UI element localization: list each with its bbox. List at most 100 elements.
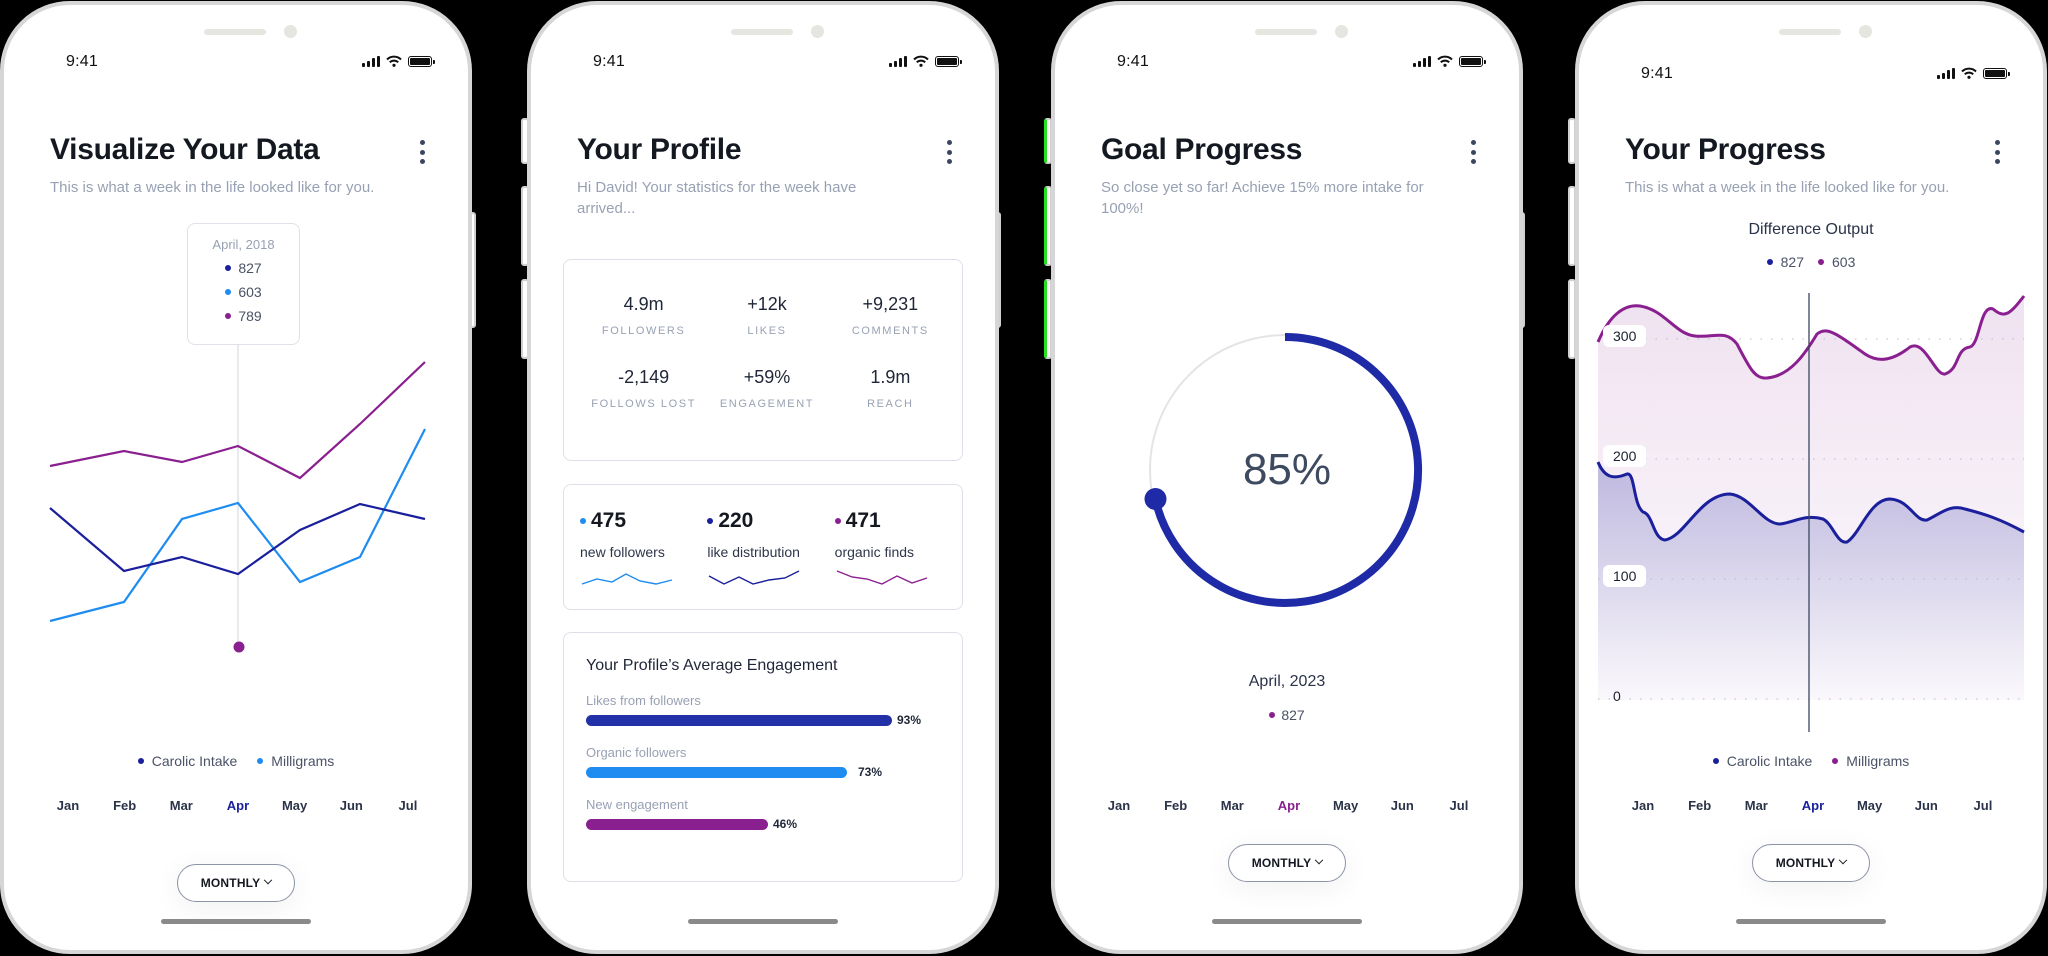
dot-icon (257, 758, 264, 764)
period-dropdown[interactable]: MONTHLY (1752, 844, 1870, 882)
phone-goal-progress: 9:41 Goal Progress So close yet so far! … (1051, 1, 1523, 954)
month-may[interactable]: May (1332, 798, 1359, 813)
progress-value: 827 (1055, 707, 1519, 723)
month-jan[interactable]: Jan (1631, 798, 1655, 813)
mini-stats-card: 475 new followers 220 like distribution … (563, 484, 963, 610)
series-carolic-intake (49, 502, 426, 576)
dot-icon (1712, 758, 1719, 764)
stat-likes: +12k LIKES (747, 294, 787, 337)
engagement-bar-new: New engagement 46% (586, 797, 798, 831)
line-chart (49, 344, 426, 653)
engagement-bar-likes: Likes from followers 93% (586, 693, 922, 727)
speaker (1779, 29, 1841, 35)
month-feb[interactable]: Feb (113, 798, 137, 813)
stat-reach: 1.9m REACH (867, 367, 914, 410)
engagement-bar-organic: Organic followers 73% (586, 745, 883, 779)
y-tick-100: 100 (1603, 565, 1647, 587)
y-tick-200: 200 (1603, 445, 1647, 467)
tooltip-value: 603 (238, 284, 262, 300)
battery-icon (408, 55, 435, 67)
stat-engagement: +59% ENGAGEMENT (719, 367, 815, 410)
month-jul[interactable]: Jul (1449, 798, 1469, 813)
status-time: 9:41 (66, 53, 98, 70)
mini-stat-organic-finds: 471 organic finds (834, 509, 962, 586)
wifi-icon (386, 55, 402, 67)
chart-tooltip: April, 2018 827 603 789 (187, 223, 300, 345)
camera (1335, 25, 1348, 38)
status-time: 9:41 (1117, 53, 1149, 70)
chart-title: Difference Output (1748, 221, 1874, 238)
stat-follows-lost: -2,149 FOLLOWS LOST (591, 367, 697, 410)
engagement-card: Your Profile’s Average Engagement Likes … (563, 632, 963, 882)
dot-icon (1832, 758, 1839, 764)
month-feb[interactable]: Feb (1688, 798, 1712, 813)
month-apr[interactable]: Apr (1277, 798, 1301, 813)
page-subtitle: So close yet so far! Achieve 15% more in… (1101, 179, 1424, 217)
tooltip-value: 789 (238, 308, 262, 324)
home-indicator[interactable] (161, 919, 311, 924)
month-feb[interactable]: Feb (1164, 798, 1188, 813)
mini-stat-new-followers: 475 new followers (580, 509, 707, 586)
battery-icon (935, 55, 962, 67)
wifi-icon (1961, 67, 1977, 79)
page-title: Visualize Your Data (50, 133, 320, 166)
month-axis: Jan Feb Mar Apr May Jun Jul (1623, 798, 2003, 813)
month-jan[interactable]: Jan (1107, 798, 1131, 813)
month-jun[interactable]: Jun (339, 798, 363, 813)
more-options-icon[interactable] (945, 140, 953, 164)
month-may[interactable]: May (1856, 798, 1883, 813)
status-icons (889, 55, 962, 67)
month-mar[interactable]: Mar (1744, 798, 1768, 813)
series-purple (49, 361, 426, 480)
status-time: 9:41 (1641, 65, 1673, 82)
signal-icon (1413, 55, 1431, 67)
progress-date: April, 2023 (1248, 673, 1326, 690)
sparkline (836, 570, 927, 585)
chart-header-values: 827 603 (1579, 254, 2043, 270)
month-apr[interactable]: Apr (226, 798, 250, 813)
month-mar[interactable]: Mar (1220, 798, 1244, 813)
dot-icon (137, 758, 144, 764)
month-mar[interactable]: Mar (169, 798, 193, 813)
engagement-title: Your Profile’s Average Engagement (586, 657, 838, 674)
period-dropdown[interactable]: MONTHLY (177, 864, 295, 902)
month-jul[interactable]: Jul (1973, 798, 1993, 813)
month-axis: Jan Feb Mar Apr May Jun Jul (48, 798, 428, 813)
status-icons (1413, 55, 1486, 67)
dot-icon (225, 313, 232, 319)
chart-legend: Carolic Intake Milligrams (1579, 753, 2043, 769)
sparkline (708, 570, 800, 585)
legend-item: Milligrams (1832, 753, 1909, 769)
dot-icon (707, 518, 714, 524)
home-indicator[interactable] (1212, 919, 1362, 924)
month-axis: Jan Feb Mar Apr May Jun Jul (1099, 798, 1479, 813)
progress-ring (1144, 333, 1423, 607)
page-title: Your Progress (1625, 133, 1826, 166)
more-options-icon[interactable] (1993, 140, 2001, 164)
tooltip-row: 827 (188, 260, 299, 276)
more-options-icon[interactable] (418, 140, 426, 164)
series-milligrams (1596, 295, 2026, 380)
home-indicator[interactable] (1736, 919, 1886, 924)
month-jun[interactable]: Jun (1914, 798, 1938, 813)
dot-icon (225, 289, 232, 295)
dot-icon (1766, 259, 1773, 265)
period-dropdown[interactable]: MONTHLY (1228, 844, 1346, 882)
status-icons (362, 55, 435, 67)
battery-icon (1983, 67, 2010, 79)
stat-comments: +9,231 COMMENTS (851, 294, 929, 337)
phone-visualize-data: 9:41 Visualize Your Data This is what a … (0, 1, 472, 954)
chevron-down-icon (1839, 855, 1848, 865)
month-may[interactable]: May (281, 798, 308, 813)
wifi-icon (1437, 55, 1453, 67)
signal-icon (1937, 67, 1955, 79)
month-apr[interactable]: Apr (1801, 798, 1825, 813)
more-options-icon[interactable] (1469, 140, 1477, 164)
tooltip-row: 789 (188, 308, 299, 324)
home-indicator[interactable] (688, 919, 838, 924)
dot-icon (1269, 712, 1276, 718)
signal-icon (889, 55, 907, 67)
month-jul[interactable]: Jul (398, 798, 418, 813)
month-jan[interactable]: Jan (56, 798, 80, 813)
month-jun[interactable]: Jun (1390, 798, 1414, 813)
